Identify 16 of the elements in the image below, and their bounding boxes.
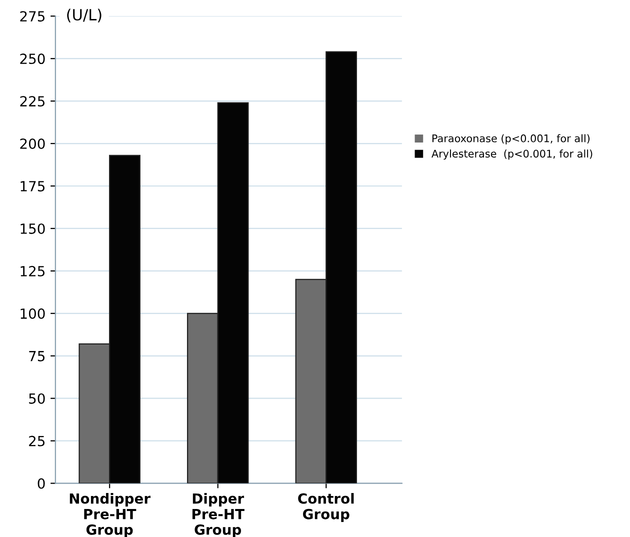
x-tick-label: Control Group bbox=[298, 493, 354, 522]
y-tick-label: 0 bbox=[38, 478, 45, 489]
y-tick-label: 250 bbox=[20, 54, 45, 64]
y-tick-label: 75 bbox=[29, 351, 45, 362]
y-tick-label: 200 bbox=[20, 138, 45, 149]
y-tick-label: 275 bbox=[20, 11, 45, 22]
y-tick-label: 225 bbox=[20, 96, 45, 107]
y-axis-title: (U/L) bbox=[67, 8, 102, 22]
y-tick-label: 50 bbox=[29, 393, 45, 404]
y-tick-label: 100 bbox=[20, 308, 45, 319]
y-tick-label: 25 bbox=[29, 436, 45, 446]
legend-label: Arylesterase (p<0.001, for all) bbox=[432, 150, 592, 160]
legend-label: Paraoxonase (p<0.001, for all) bbox=[432, 134, 590, 144]
y-tick-label: 175 bbox=[20, 181, 45, 192]
y-tick-label: 150 bbox=[20, 223, 45, 234]
y-tick-label: 125 bbox=[20, 266, 45, 276]
